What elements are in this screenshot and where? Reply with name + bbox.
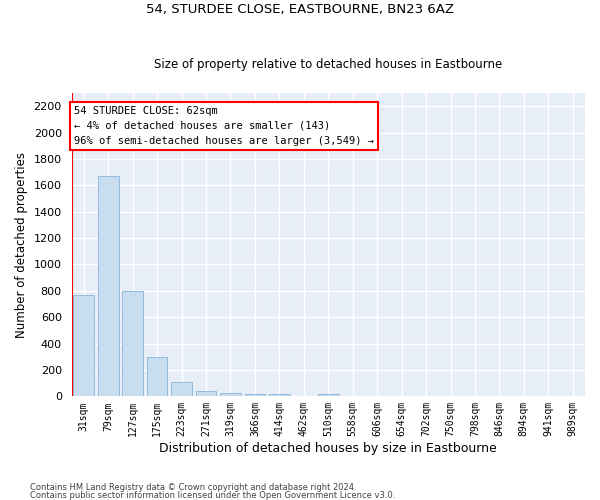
Bar: [147, 357, 167, 397]
Text: 54, STURDEE CLOSE, EASTBOURNE, BN23 6AZ: 54, STURDEE CLOSE, EASTBOURNE, BN23 6AZ: [146, 2, 454, 16]
Bar: [245, 394, 265, 396]
Text: Contains HM Land Registry data © Crown copyright and database right 2024.: Contains HM Land Registry data © Crown c…: [30, 484, 356, 492]
Text: 54 STURDEE CLOSE: 62sqm
← 4% of detached houses are smaller (143)
96% of semi-de: 54 STURDEE CLOSE: 62sqm ← 4% of detached…: [74, 106, 374, 146]
Y-axis label: Number of detached properties: Number of detached properties: [15, 152, 28, 338]
X-axis label: Distribution of detached houses by size in Eastbourne: Distribution of detached houses by size …: [160, 442, 497, 455]
Title: Size of property relative to detached houses in Eastbourne: Size of property relative to detached ho…: [154, 58, 502, 71]
Bar: [122, 291, 143, 397]
Bar: [171, 382, 192, 396]
Bar: [196, 392, 217, 396]
Bar: [73, 295, 94, 396]
Text: Contains public sector information licensed under the Open Government Licence v3: Contains public sector information licen…: [30, 490, 395, 500]
Bar: [98, 176, 119, 396]
Bar: [220, 392, 241, 396]
Bar: [318, 394, 338, 396]
Bar: [269, 394, 290, 396]
